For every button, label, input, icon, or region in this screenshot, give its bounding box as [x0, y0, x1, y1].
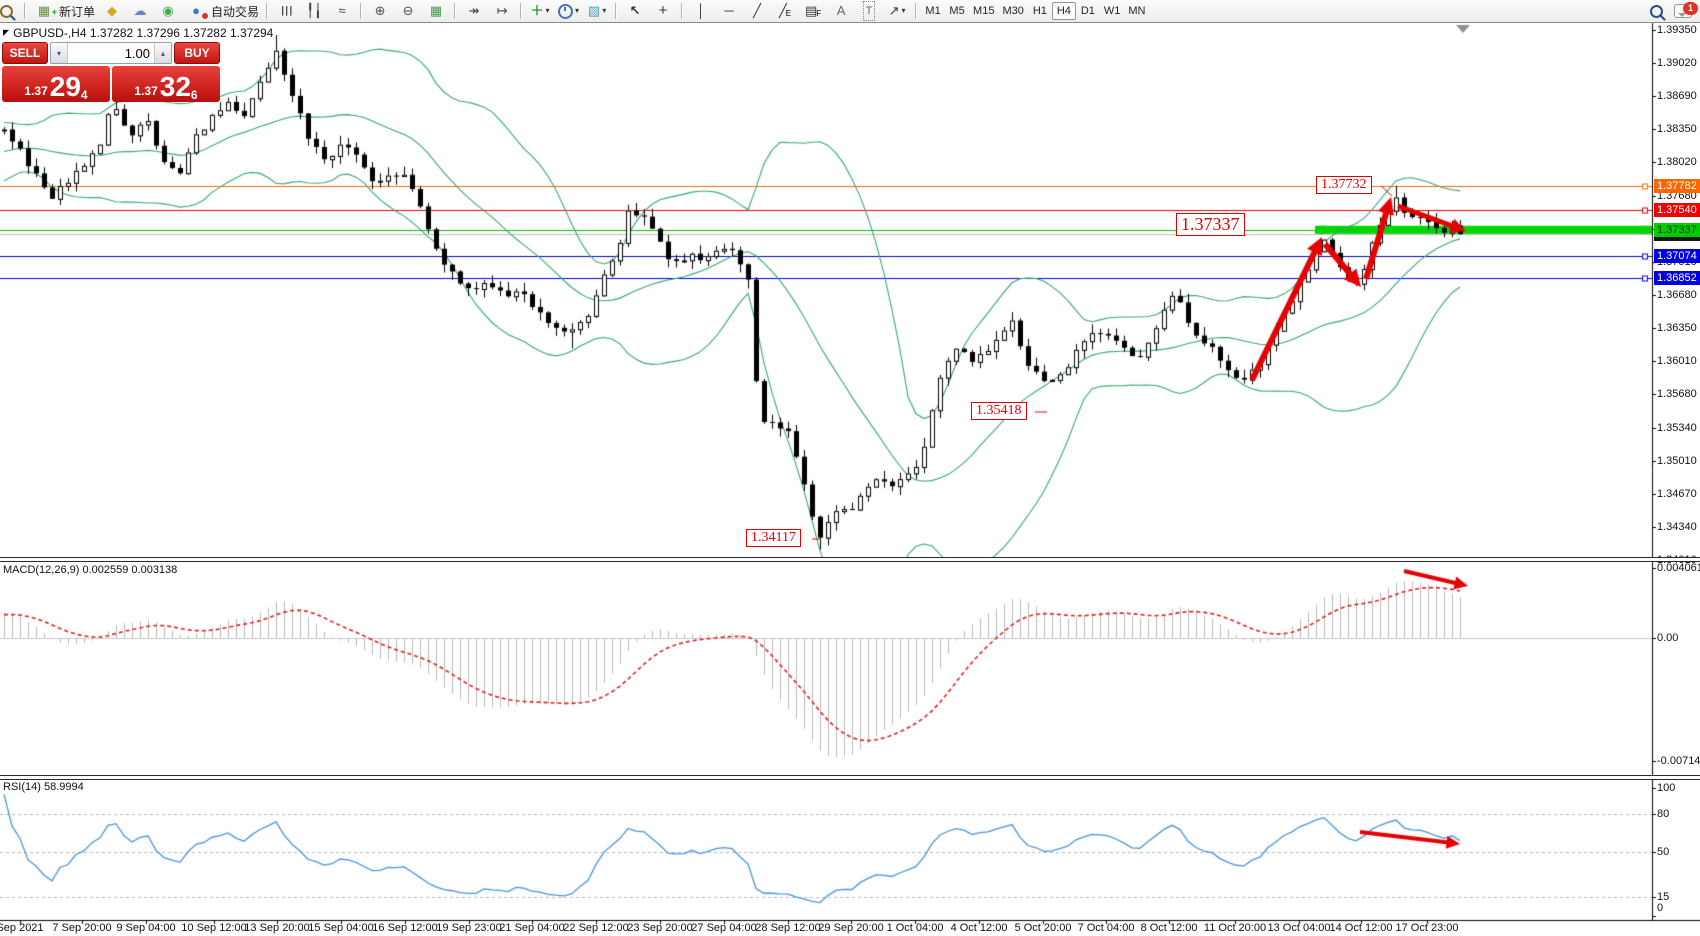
chevron-down-icon: ▾	[575, 6, 580, 15]
bar-chart-icon: ☰	[279, 5, 295, 17]
candlestick-chart-button[interactable]: ╿╽	[306, 3, 322, 18]
horizontal-line-button[interactable]: ─	[724, 3, 734, 18]
price-callout[interactable]: 1.34117	[746, 529, 801, 547]
timeframe-h1[interactable]: H1	[1028, 2, 1052, 20]
timeframe-m30[interactable]: M30	[998, 2, 1027, 20]
indicators-button[interactable]: ＋ ▾	[527, 1, 553, 21]
indicators-icon: ＋	[530, 3, 544, 18]
timeframe-m5[interactable]: M5	[945, 2, 969, 20]
fibonacci-icon: ╱	[778, 3, 787, 18]
periods-button[interactable]: ▾	[555, 1, 582, 21]
price-callout[interactable]: 1.37732	[1316, 176, 1372, 194]
buy-button[interactable]: BUY	[174, 42, 220, 64]
timeframe-m1[interactable]: M1	[921, 2, 945, 20]
gold-icon[interactable]: ◆	[107, 3, 118, 18]
chevron-down-icon: ▾	[602, 6, 607, 15]
templates-icon: ▧	[587, 3, 601, 18]
auto-scroll-button[interactable]: ↠	[468, 3, 480, 18]
price-callout[interactable]: 1.35418	[971, 402, 1027, 420]
sell-price-display[interactable]: 1.37 29 4	[2, 66, 110, 102]
arrows-icon: ↗	[888, 3, 900, 18]
chevron-down-icon: ▾	[901, 6, 906, 15]
tile-windows-button[interactable]: ▦	[429, 3, 443, 18]
clipped-magnifier-icon[interactable]	[0, 1, 19, 21]
templates-button[interactable]: ▧ ▾	[584, 1, 610, 21]
rsi-panel-divider[interactable]	[0, 775, 1700, 780]
text-button[interactable]: A	[836, 3, 846, 18]
vertical-line-button[interactable]: │	[696, 3, 706, 18]
notification-badge: 1	[1683, 2, 1698, 15]
new-order-icon: ▦	[37, 3, 51, 18]
timeframe-d1[interactable]: D1	[1076, 2, 1100, 20]
cloud-icon[interactable]: ☁	[133, 3, 147, 18]
zoom-out-button[interactable]: ⊖	[402, 3, 414, 18]
channel-button[interactable]: ▤ F	[804, 3, 822, 18]
notifications-icon[interactable]: 1	[1674, 2, 1698, 18]
arrows-button[interactable]: ↗ ▾	[884, 1, 910, 21]
volume-decrease-button[interactable]: ▾	[51, 43, 68, 63]
sell-button[interactable]: SELL	[2, 42, 48, 64]
search-icon[interactable]	[1643, 1, 1669, 21]
zoom-in-button[interactable]: ⊕	[374, 3, 386, 18]
crosshair-button[interactable]: +	[658, 2, 668, 19]
timeframe-w1[interactable]: W1	[1100, 2, 1125, 20]
chart-shift-button[interactable]: ↦	[496, 3, 508, 18]
autotrade-button[interactable]: ●	[183, 1, 210, 21]
timeframe-mn[interactable]: MN	[1124, 2, 1149, 20]
timeframe-m15[interactable]: M15	[969, 2, 998, 20]
new-order-label: 新订单	[59, 4, 96, 19]
signal-icon[interactable]: ◉	[162, 3, 174, 18]
autotrade-icon: ●	[192, 3, 200, 18]
clock-icon	[558, 3, 574, 19]
bar-chart-button[interactable]: ☰	[273, 1, 299, 21]
line-chart-button[interactable]: ≈	[338, 3, 346, 18]
timeframe-h4[interactable]: H4	[1051, 2, 1076, 20]
macd-panel-divider[interactable]	[0, 557, 1700, 562]
channel-icon: ▤	[804, 3, 818, 18]
volume-increase-button[interactable]: ▴	[154, 43, 171, 63]
chevron-down-icon: ▾	[545, 6, 550, 15]
new-order-button[interactable]: ▦ +	[37, 3, 57, 18]
price-callout[interactable]: 1.37337	[1176, 213, 1245, 236]
label-button[interactable]: T	[856, 1, 882, 21]
buy-price-display[interactable]: 1.37 32 6	[112, 66, 220, 102]
cursor-button[interactable]: ↖	[629, 3, 641, 18]
timeframe-bar: M1 M5 M15 M30 H1 H4 D1 W1 MN	[921, 2, 1149, 20]
autotrade-label: 自动交易	[211, 4, 260, 19]
trendline-button[interactable]: ╱	[753, 3, 761, 18]
fibonacci-button[interactable]: ╱ E	[778, 3, 792, 18]
toolbar: ▦ + 新订单 ◆ ☁ ◉ ● 自动交易 ☰ ╿╽ ≈ ⊕ ⊖ ▦ ↠ ↦ ＋ ▾…	[0, 0, 1700, 23]
volume-stepper: ▾ ▴	[50, 42, 172, 64]
volume-input[interactable]	[68, 43, 154, 63]
